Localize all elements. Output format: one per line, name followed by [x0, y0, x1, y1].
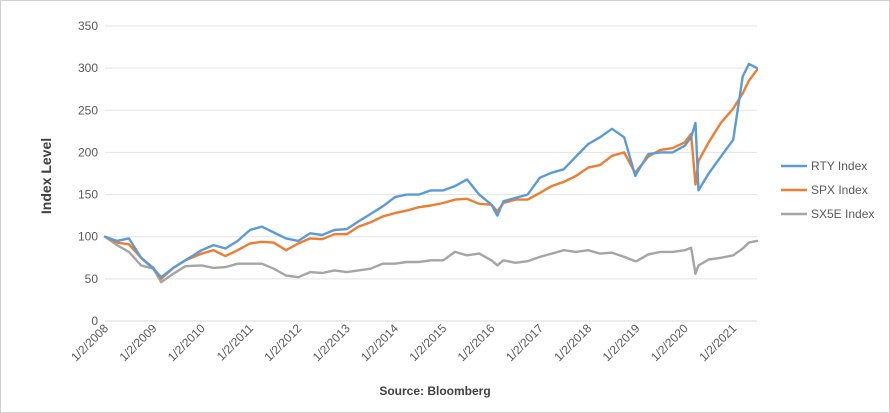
y-tick-label: 200 [78, 145, 98, 159]
y-tick-label: 300 [78, 61, 98, 75]
y-tick-label: 250 [78, 103, 98, 117]
x-tick-label: 1/2/2010 [165, 321, 208, 364]
x-tick-label: 1/2/2020 [648, 321, 691, 364]
series-line-rty [103, 62, 759, 279]
x-tick-label: 1/2/2017 [503, 321, 546, 364]
x-tick-label: 1/2/2009 [117, 321, 160, 364]
x-tick-label: 1/2/2015 [406, 321, 449, 364]
y-tick-label: 150 [78, 188, 98, 202]
x-tick-labels: 1/2/2008 1/2/2009 1/2/2010 1/2/2011 1/2/2012… [68, 321, 739, 364]
y-axis-title: Index Level [38, 138, 54, 214]
x-tick-label: 1/2/2021 [696, 321, 739, 364]
x-tick-label: 1/2/2012 [261, 321, 304, 364]
y-tick-label: 50 [85, 272, 99, 286]
x-tick-label: 1/2/2011 [214, 321, 257, 364]
y-tick-labels: 0 50 100 150 200 250 300 350 [78, 19, 98, 328]
legend: RTY Index SPX Index SX5E Index [781, 159, 874, 221]
y-tick-label: 0 [91, 314, 98, 328]
x-tick-label: 1/2/2014 [358, 321, 401, 364]
x-tick-label: 1/2/2019 [600, 321, 643, 364]
series-line-spx [103, 68, 759, 281]
x-tick-label: 1/2/2018 [551, 321, 594, 364]
legend-label: SPX Index [811, 183, 868, 197]
legend-label: SX5E Index [811, 207, 874, 221]
y-tick-label: 350 [78, 19, 98, 33]
series-lines [103, 62, 759, 284]
x-tick-label: 1/2/2016 [455, 321, 498, 364]
y-tick-label: 100 [78, 230, 98, 244]
gridlines [105, 25, 757, 322]
legend-label: RTY Index [811, 159, 867, 173]
x-tick-label: 1/2/2013 [310, 321, 353, 364]
series-line-sx5e [103, 235, 759, 284]
x-axis-title: Source: Bloomberg [379, 384, 490, 398]
x-tick-label: 1/2/2008 [68, 321, 111, 364]
